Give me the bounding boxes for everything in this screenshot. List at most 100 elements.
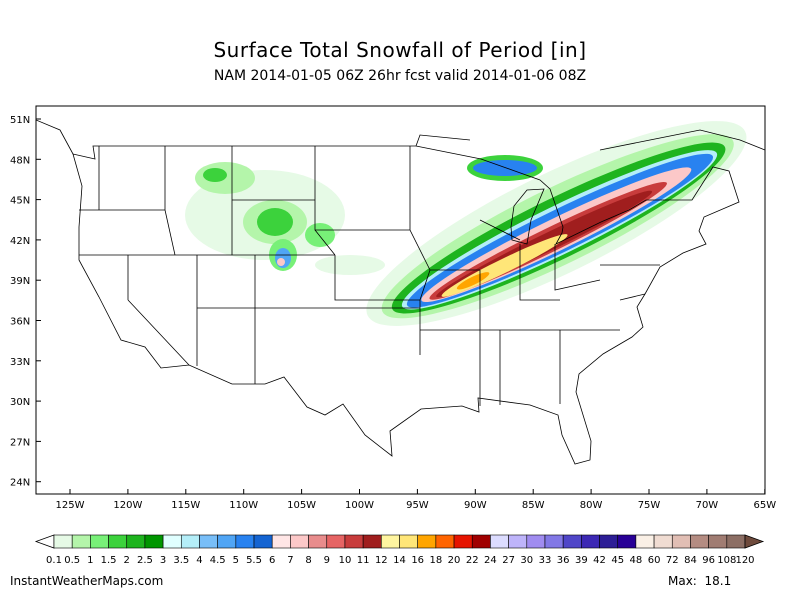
lat-label: 30N xyxy=(10,397,30,408)
colorbar-cell xyxy=(308,534,328,549)
lon-label: 100W xyxy=(345,500,374,511)
canada-coast xyxy=(36,119,765,155)
lon-label: 95W xyxy=(406,500,429,511)
borders xyxy=(36,119,765,465)
colorbar-cell xyxy=(126,534,146,549)
colorbar-cell xyxy=(290,534,309,549)
colorbar-cell xyxy=(544,534,564,549)
colorbar-cell xyxy=(562,534,582,549)
colorbar-cell xyxy=(671,534,691,549)
latitude-labels: 51N 48N 45N 42N 39N 36N 33N 30N 27N 24N xyxy=(10,115,41,489)
colorbar-cell xyxy=(271,534,291,549)
lon-label: 105W xyxy=(287,500,316,511)
colorbar-cell xyxy=(471,534,491,549)
colorbar-label: 72 xyxy=(666,555,679,566)
colorbar-over-arrow xyxy=(744,534,765,549)
colorbar-cell xyxy=(108,534,128,549)
western-snow xyxy=(185,162,385,275)
max-value: Max: 18.1 xyxy=(668,574,732,588)
lat-label: 51N xyxy=(10,115,30,126)
lake-michigan xyxy=(510,188,545,245)
colorbar-cell xyxy=(690,534,709,549)
state-lines xyxy=(79,146,660,406)
colorbar-label: 48 xyxy=(630,555,643,566)
lon-label: 65W xyxy=(753,500,776,511)
colorbar-label: 9 xyxy=(324,555,330,566)
colorbar-cell xyxy=(617,534,637,549)
lon-label: 125W xyxy=(56,500,85,511)
map-title: Surface Total Snowfall of Period [in] xyxy=(213,38,587,62)
colorbar-cell xyxy=(199,534,218,549)
colorbar-label: 2.5 xyxy=(137,555,153,566)
colorbar-label: 96 xyxy=(702,555,715,566)
colorbar-cell xyxy=(253,534,273,549)
colorbar-label: 18 xyxy=(430,555,443,566)
colorbar-label: 24 xyxy=(484,555,497,566)
lon-label: 120W xyxy=(113,500,142,511)
colorbar-cell xyxy=(453,534,473,549)
map-subtitle: NAM 2014-01-05 06Z 26hr fcst valid 2014-… xyxy=(213,68,587,84)
lat-label: 27N xyxy=(10,437,30,448)
colorbar-label: 14 xyxy=(393,555,406,566)
colorbar-label: 10 xyxy=(339,555,352,566)
lat-label: 24N xyxy=(10,478,30,489)
colorbar-cell xyxy=(217,534,237,549)
longitude-labels: 125W 120W 115W 110W 105W 100W 95W 90W 85W 80W 75W 7… xyxy=(56,489,776,511)
colorbar-cell xyxy=(53,534,73,549)
lat-label: 39N xyxy=(10,276,30,287)
colorbar-label: 45 xyxy=(611,555,624,566)
colorbar-cell xyxy=(144,534,164,549)
colorbar-label: 11 xyxy=(357,555,370,566)
colorbar-cell xyxy=(90,534,109,549)
colorbar-cell xyxy=(508,534,528,549)
colorbar-cell xyxy=(581,534,600,549)
colorbar-label: 1.5 xyxy=(101,555,117,566)
snowfall-field xyxy=(185,121,747,326)
colorbar-under-arrow xyxy=(34,534,55,549)
colorbar: 0.1 0.5 1 1.5 2 2.5 3 3.5 4 4.5 5 5.5 6 7 8 9 10 11 12 14 16… xyxy=(34,534,765,566)
lon-label: 85W xyxy=(522,500,545,511)
colorbar-label: 36 xyxy=(557,555,570,566)
colorbar-cell xyxy=(726,534,746,549)
lat-label: 42N xyxy=(10,236,30,247)
lat-label: 33N xyxy=(10,357,30,368)
colorbar-label: 22 xyxy=(466,555,479,566)
colorbar-label: 3.5 xyxy=(173,555,189,566)
colorbar-label: 39 xyxy=(575,555,588,566)
colorbar-label: 7 xyxy=(287,555,293,566)
site-credit: InstantWeatherMaps.com xyxy=(10,574,164,588)
colorbar-cell xyxy=(490,534,509,549)
colorbar-cell xyxy=(435,534,455,549)
lon-label: 80W xyxy=(580,500,603,511)
colorbar-label: 0.1 xyxy=(46,555,62,566)
us-outline xyxy=(72,145,740,465)
colorbar-cell xyxy=(362,534,382,549)
colorbar-label: 120 xyxy=(735,555,754,566)
colorbar-label: 108 xyxy=(717,555,736,566)
colorbar-cell xyxy=(162,534,182,549)
lat-label: 36N xyxy=(10,317,30,328)
colorbar-label: 0.5 xyxy=(64,555,80,566)
colorbar-label: 1 xyxy=(87,555,93,566)
colorbar-label: 20 xyxy=(448,555,461,566)
lon-label: 110W xyxy=(229,500,258,511)
lon-label: 90W xyxy=(464,500,487,511)
colorbar-label: 4.5 xyxy=(210,555,226,566)
colorbar-label: 8 xyxy=(305,555,311,566)
colorbar-label: 4 xyxy=(196,555,202,566)
colorbar-label: 33 xyxy=(539,555,552,566)
lon-label: 70W xyxy=(696,500,719,511)
colorbar-cell xyxy=(381,534,400,549)
colorbar-label: 5 xyxy=(233,555,239,566)
colorbar-cell xyxy=(708,534,728,549)
colorbar-label: 42 xyxy=(593,555,606,566)
map-frame xyxy=(35,105,766,495)
lat-label: 48N xyxy=(10,155,30,166)
colorbar-cell xyxy=(326,534,346,549)
colorbar-cell xyxy=(599,534,619,549)
colorbar-cell xyxy=(399,534,418,549)
colorbar-cell xyxy=(417,534,437,549)
colorbar-cell xyxy=(344,534,364,549)
colorbar-label: 2 xyxy=(124,555,130,566)
